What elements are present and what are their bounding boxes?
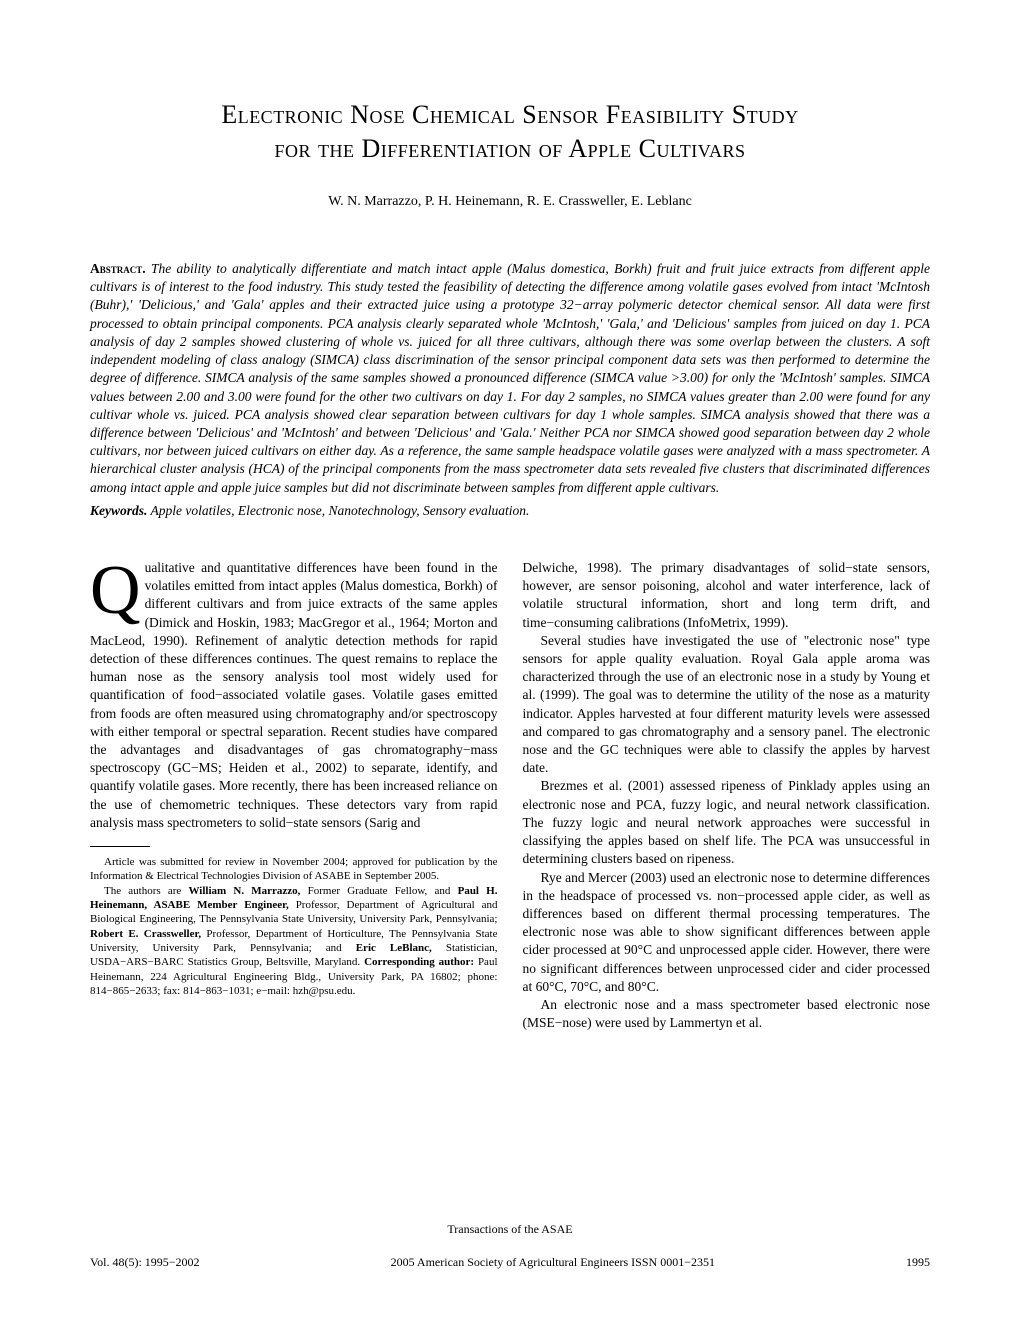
- keywords: Keywords. Apple volatiles, Electronic no…: [90, 503, 930, 519]
- body-para-6: An electronic nose and a mass spectromet…: [523, 996, 931, 1032]
- dropcap: Q: [90, 559, 145, 618]
- abstract: Abstract. The ability to analytically di…: [90, 260, 930, 497]
- footer-copyright: 2005 American Society of Agricultural En…: [391, 1255, 715, 1270]
- body-para-1-text: ualitative and quantitative differences …: [90, 560, 498, 830]
- body-para-4: Brezmes et al. (2001) assessed ripeness …: [523, 777, 931, 868]
- keywords-text: Apple volatiles, Electronic nose, Nanote…: [147, 503, 529, 518]
- body-columns: Qualitative and quantitative differences…: [90, 559, 930, 1033]
- footer-page-number: 1995: [906, 1255, 930, 1270]
- body-para-1: Qualitative and quantitative differences…: [90, 559, 498, 832]
- footer-volume: Vol. 48(5): 1995−2002: [90, 1255, 200, 1270]
- body-para-2: Delwiche, 1998). The primary disadvantag…: [523, 559, 931, 632]
- right-column: Delwiche, 1998). The primary disadvantag…: [523, 559, 931, 1033]
- body-para-5: Rye and Mercer (2003) used an electronic…: [523, 869, 931, 997]
- abstract-label: Abstract.: [90, 261, 146, 276]
- page-footer: Transactions of the ASAE Vol. 48(5): 199…: [90, 1222, 930, 1270]
- footer-journal: Transactions of the ASAE: [90, 1222, 930, 1237]
- footnote-1: Article was submitted for review in Nove…: [90, 855, 498, 884]
- footnote-2: The authors are William N. Marrazzo, For…: [90, 884, 498, 998]
- abstract-text: The ability to analytically differentiat…: [90, 261, 930, 495]
- title-line-1: Electronic Nose Chemical Sensor Feasibil…: [90, 100, 930, 130]
- body-para-3: Several studies have investigated the us…: [523, 632, 931, 778]
- authors: W. N. Marrazzo, P. H. Heinemann, R. E. C…: [90, 194, 930, 210]
- left-column: Qualitative and quantitative differences…: [90, 559, 498, 1033]
- footnote-separator: [90, 846, 150, 847]
- title-line-2: for the Differentiation of Apple Cultiva…: [90, 134, 930, 164]
- keywords-label: Keywords.: [90, 503, 147, 518]
